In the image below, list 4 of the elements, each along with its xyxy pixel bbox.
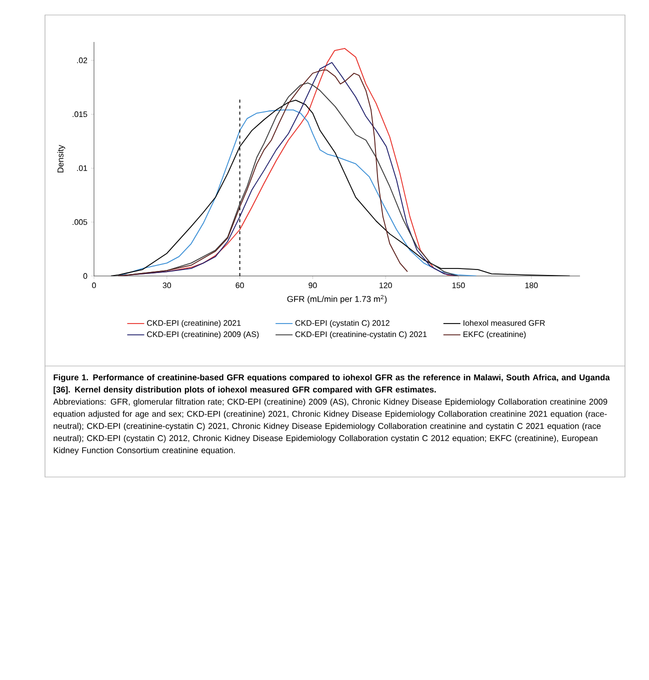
caption: Figure 1. Performance of creatinine-based GFR equations compared to iohexol GFR as the reference in Malawi, South Africa, and Uganda [36]. Kernel density distribution plots of iohexol measured GFR compared with GFR estimates. xyxy=(54,374,610,394)
y-axis-title: Density xyxy=(57,144,66,172)
text: Abbreviations: GFR, glomerular filtration rate; CKD-EPI (creatinine) 2009 (AS), Chronic Kidney Disease Epidemiology Collaboration creatinine 2009 equation adjusted for age and sex; CKD-EPI (creatinine) 2021, Chronic Kidney Disease Epidemiology Collaboration creatinine 2021 equation (race-neutral); CKD-EPI (creatinine-cystatin C) 2021, Chronic Kidney Disease Epidemiology Collaboration creatinine and cystatin C 2021 equation (race neutral); CKD-EPI (cystatin C) 2012, Chronic Kidney Disease Epidemiology Collaboration cystatin C 2012 equation; EKFC (creatinine), European Kidney Function Consortium creatinine equation. xyxy=(53,398,608,455)
x-axis-title: GFR (mL/min per 1.73 m$^{2}$) xyxy=(287,294,387,304)
